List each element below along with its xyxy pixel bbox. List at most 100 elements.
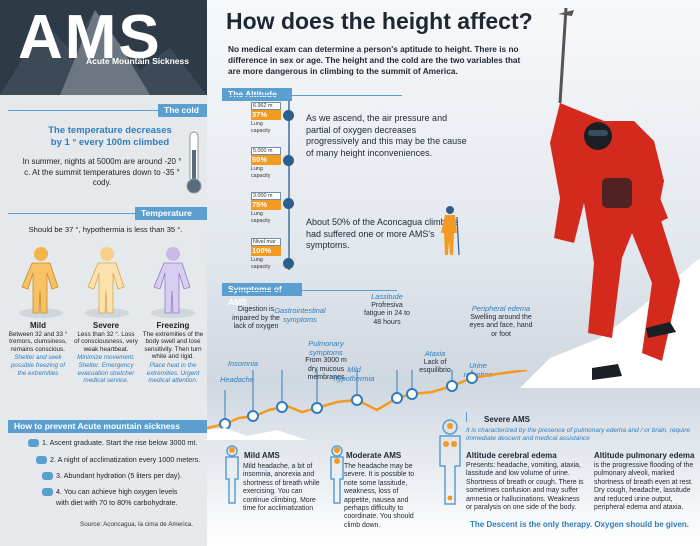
prevent-item: 3. Abundant hydration (5 liters per day)… xyxy=(42,471,237,481)
body-severe-icon xyxy=(85,247,129,318)
severe-ams-description: It is characterized by the presence of p… xyxy=(466,427,691,442)
pulmonary-edema-text: is the progressive flooding of the pulmo… xyxy=(594,462,694,512)
temp-level-title: Mild xyxy=(30,321,46,330)
prevent-item: 1. Ascent graduate. Start the rise below… xyxy=(28,438,223,448)
body-freezing-icon xyxy=(151,247,195,318)
divider xyxy=(466,412,467,422)
moderate-ams-text: The headache may be severe. It is possib… xyxy=(344,463,415,529)
symptom-altitude-line xyxy=(207,370,528,440)
symptom-hypothermia: Mild hypothermia xyxy=(328,365,380,383)
mild-ams-text: Mild headache, a bit of insomnia, anorex… xyxy=(243,463,320,513)
lung-caption: Lung xyxy=(251,166,263,172)
altitude-height: 5.000 m xyxy=(251,147,281,155)
lung-percent: 75% xyxy=(251,200,281,210)
symptom-ataxia: Ataxia Lack of esquilibrio xyxy=(410,349,460,376)
divider xyxy=(8,110,158,111)
symptom-name: Insomnia xyxy=(228,359,258,368)
cerebral-edema-title: Altitude cerebral edema xyxy=(466,451,557,460)
logo-header: AMS Acute Mountain Sickness xyxy=(0,0,207,95)
temp-level-remedy: Place heat in the extremities. Urgent me… xyxy=(146,361,200,385)
symptom-name: Ataxia xyxy=(424,349,446,358)
body-outline-moderate-icon xyxy=(330,445,344,504)
symptom-name: Peripheral edema xyxy=(471,304,531,313)
altitude-text: As we ascend, the air pressure and parti… xyxy=(306,113,467,158)
lung-caption: Lung xyxy=(251,121,263,127)
section-label-symptoms: Symptoms of AMS xyxy=(222,283,302,307)
temp-level-title: Severe xyxy=(92,321,120,330)
section-label-cold: The cold xyxy=(158,104,207,117)
logo-subtitle: Acute Mountain Sickness xyxy=(86,56,189,66)
divider xyxy=(8,213,135,214)
lung-caption: capacity xyxy=(251,218,271,224)
divider xyxy=(222,290,397,291)
left-column: AMS Acute Mountain Sickness The cold The… xyxy=(0,0,207,546)
climber-illustration-icon xyxy=(520,8,700,388)
body-outline-severe-icon xyxy=(439,419,461,505)
temp-level-text: Between 32 and 33 ° tremors, clumsiness,… xyxy=(8,330,68,353)
altitude-box: 3.000 m 75% Lung capacity xyxy=(251,192,281,224)
lung-caption: Lung xyxy=(251,211,263,217)
symptom-urine: Urine retention xyxy=(456,361,500,379)
thermometer-icon xyxy=(186,131,202,194)
temp-level-title: Freezing xyxy=(156,321,190,330)
section-label-prevent: How to prevent Acute mountain sickness xyxy=(8,420,207,433)
symptom-name: Headache xyxy=(220,375,254,384)
altitude-marker xyxy=(283,110,294,121)
body-outline-mild-icon xyxy=(225,445,239,504)
section-label-temperature: Temperature xyxy=(135,207,207,220)
symptom-name: Gastrointestinal symptoms xyxy=(274,306,326,324)
symptom-desc: Swelling around the eyes and face, hand … xyxy=(469,313,533,338)
hiker-icon xyxy=(441,206,460,256)
temp-level-mild: Mild Between 32 and 33 ° tremors, clumsi… xyxy=(6,322,70,377)
altitude-marker xyxy=(283,155,294,166)
section-label-altitude: The Altitude xyxy=(222,88,292,101)
temperature-note: Should be 37 °, hypothermia is less than… xyxy=(28,225,183,234)
source-credit: Source: Aconcagua, la cima de America. xyxy=(80,521,194,528)
divider xyxy=(222,95,402,96)
lung-caption: capacity xyxy=(251,173,271,179)
symptom-headache: Headache xyxy=(217,375,257,385)
body-mild-icon xyxy=(19,247,63,318)
logo-title: AMS xyxy=(18,3,162,72)
temp-level-severe: Severe Less than 32 °. Loss of conscious… xyxy=(74,322,138,385)
symptom-lassitude: Lassitude Profresiva fatigue in 24 to 48… xyxy=(360,292,414,327)
lung-caption: capacity xyxy=(251,128,271,134)
symptom-pulmonary: Pulmonary symptoms From 3000 m dry mucou… xyxy=(300,339,352,383)
lung-caption: Lung xyxy=(251,257,263,263)
symptom-gastrointestinal: Gastrointestinal symptoms xyxy=(272,306,328,324)
mild-ams-title: Mild AMS xyxy=(244,451,280,460)
cold-text: In summer, nights at 5000m are around -2… xyxy=(22,157,182,187)
altitude-marker xyxy=(283,198,294,209)
drop-icon xyxy=(42,488,53,497)
symptom-name: Pulmonary symptoms xyxy=(308,339,344,357)
symptom-name: Urine retention xyxy=(463,361,493,379)
symptom-edema: Peripheral edema Swelling around the eye… xyxy=(466,304,536,339)
moderate-ams-title: Moderate AMS xyxy=(346,451,402,460)
temp-level-remedy: Minimize movement. Shelter. Emergency ev… xyxy=(77,354,135,385)
symptom-desc: From 3000 m dry mucous membranes xyxy=(305,357,347,382)
drop-icon xyxy=(28,439,39,448)
temp-level-remedy: Shelter and seek possible freezing of th… xyxy=(10,354,66,377)
altitude-height: 6.962 m xyxy=(251,102,281,110)
symptom-desc: Digestion is impaired by the lack of oxy… xyxy=(232,306,280,331)
prevent-item: 2. A night of acclimatization every 1000… xyxy=(36,455,231,465)
symptom-desc: Lack of esquilibrio xyxy=(419,358,451,375)
page-title: How does the height affect? xyxy=(226,8,533,34)
symptom-digestion: Digestion is impaired by the lack of oxy… xyxy=(230,306,282,332)
prevent-item: 4. You can achieve high oxygen levels xyxy=(42,487,237,497)
lung-percent: 50% xyxy=(251,155,281,165)
temp-level-text: The extremities of the body swell and lo… xyxy=(142,330,204,361)
intro-text: No medical exam can determine a person's… xyxy=(228,44,521,76)
temp-level-freezing: Freezing The extremities of the body swe… xyxy=(141,322,205,385)
cold-title: The temperature decreases by 1 ° every 1… xyxy=(30,125,190,149)
altitude-box: 5.000 m 50% Lung capacity xyxy=(251,147,281,179)
altitude-box: 6.962 m 37% Lung capacity xyxy=(251,102,281,134)
cold-title-line2: by 1 ° every 100m climbed xyxy=(50,137,170,148)
drop-icon xyxy=(42,472,53,481)
cold-title-line1: The temperature decreases xyxy=(48,125,172,136)
symptom-desc: Profresiva fatigue in 24 to 48 hours xyxy=(364,301,410,326)
symptom-name: Mild hypothermia xyxy=(333,365,375,383)
altitude-text: About 50% of the Aconcagua climbers had … xyxy=(306,217,459,250)
symptom-name: Lassitude xyxy=(371,292,403,301)
pulmonary-edema-title: Altitude pulmonary edema xyxy=(594,451,695,460)
